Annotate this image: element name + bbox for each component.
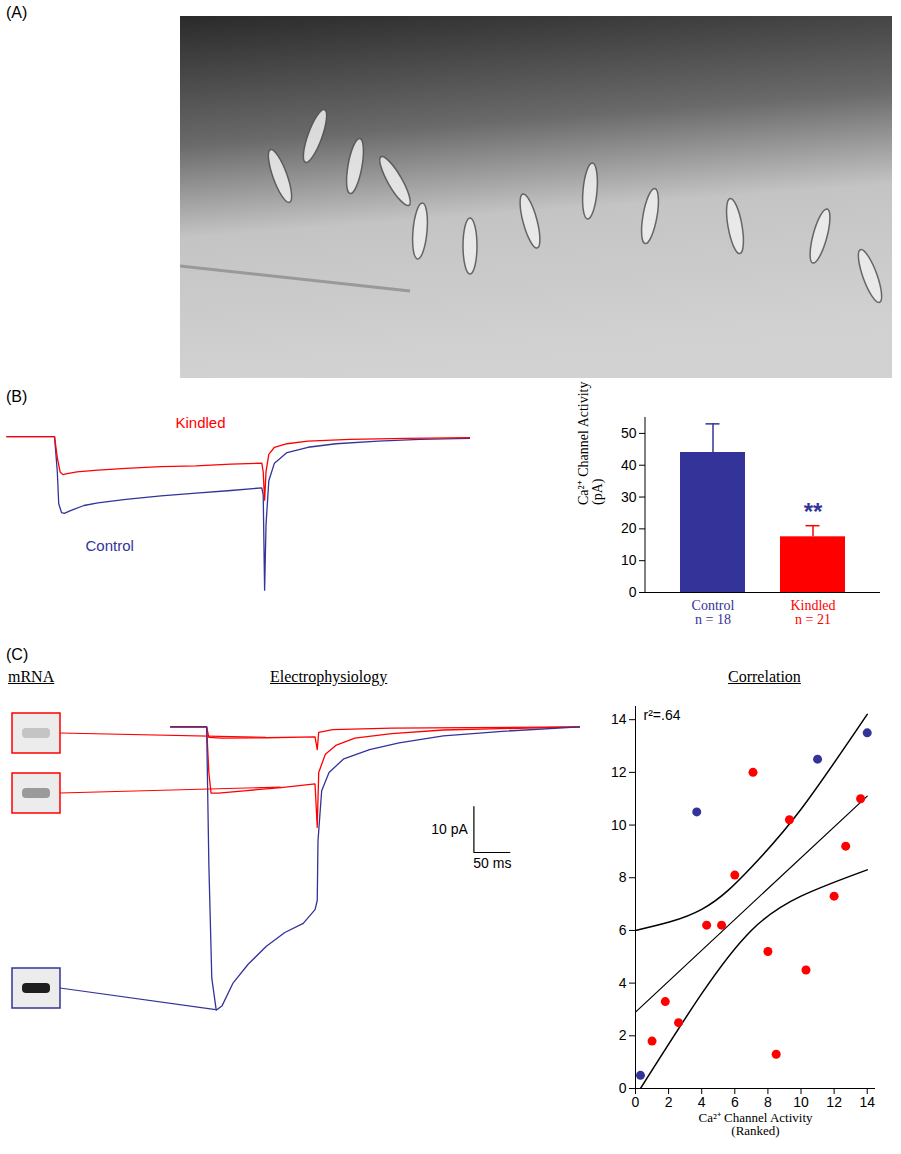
svg-text:Ca²⁺ Channel Activity(Ranked): Ca²⁺ Channel Activity(Ranked) (698, 1110, 813, 1138)
svg-text:4: 4 (698, 1094, 706, 1110)
svg-text:14: 14 (859, 1094, 875, 1110)
svg-text:Kindled: Kindled (176, 414, 226, 431)
svg-text:6: 6 (731, 1094, 739, 1110)
html-text:(B): (B) (6, 388, 28, 405)
html-text:(C): (C) (6, 646, 29, 663)
svg-text:10: 10 (611, 817, 627, 833)
svg-text:0: 0 (629, 584, 637, 600)
svg-text:Ca²⁺ Channel Activity(pA): Ca²⁺ Channel Activity(pA) (576, 381, 606, 505)
html-text:(A): (A) (6, 4, 28, 21)
svg-text:2: 2 (619, 1027, 627, 1043)
svg-text:0: 0 (632, 1094, 640, 1110)
svg-text:12: 12 (826, 1094, 842, 1110)
svg-text:**: ** (804, 498, 823, 525)
svg-text:6: 6 (619, 922, 627, 938)
svg-text:10: 10 (793, 1094, 809, 1110)
svg-text:Controln = 18: Controln = 18 (692, 598, 735, 627)
svg-text:r²=.64: r²=.64 (644, 707, 681, 723)
svg-text:4: 4 (619, 975, 627, 991)
html-text:Electrophysiology: Electrophysiology (270, 668, 388, 685)
svg-text:8: 8 (764, 1094, 772, 1110)
svg-text:40: 40 (621, 457, 637, 473)
svg-text:12: 12 (611, 764, 627, 780)
svg-text:10 pA: 10 pA (431, 821, 468, 837)
svg-text:50: 50 (621, 425, 637, 441)
svg-text:30: 30 (621, 489, 637, 505)
svg-text:14: 14 (611, 711, 627, 727)
svg-text:Control: Control (86, 537, 134, 554)
svg-text:10: 10 (621, 552, 637, 568)
html-text:Correlation: Correlation (728, 668, 801, 685)
svg-text:0: 0 (619, 1080, 627, 1096)
svg-text:8: 8 (619, 869, 627, 885)
svg-text:Kindledn = 21: Kindledn = 21 (790, 598, 835, 627)
svg-text:2: 2 (665, 1094, 673, 1110)
html-text:mRNA: mRNA (8, 668, 55, 685)
svg-text:20: 20 (621, 520, 637, 536)
svg-text:50 ms: 50 ms (473, 855, 511, 871)
